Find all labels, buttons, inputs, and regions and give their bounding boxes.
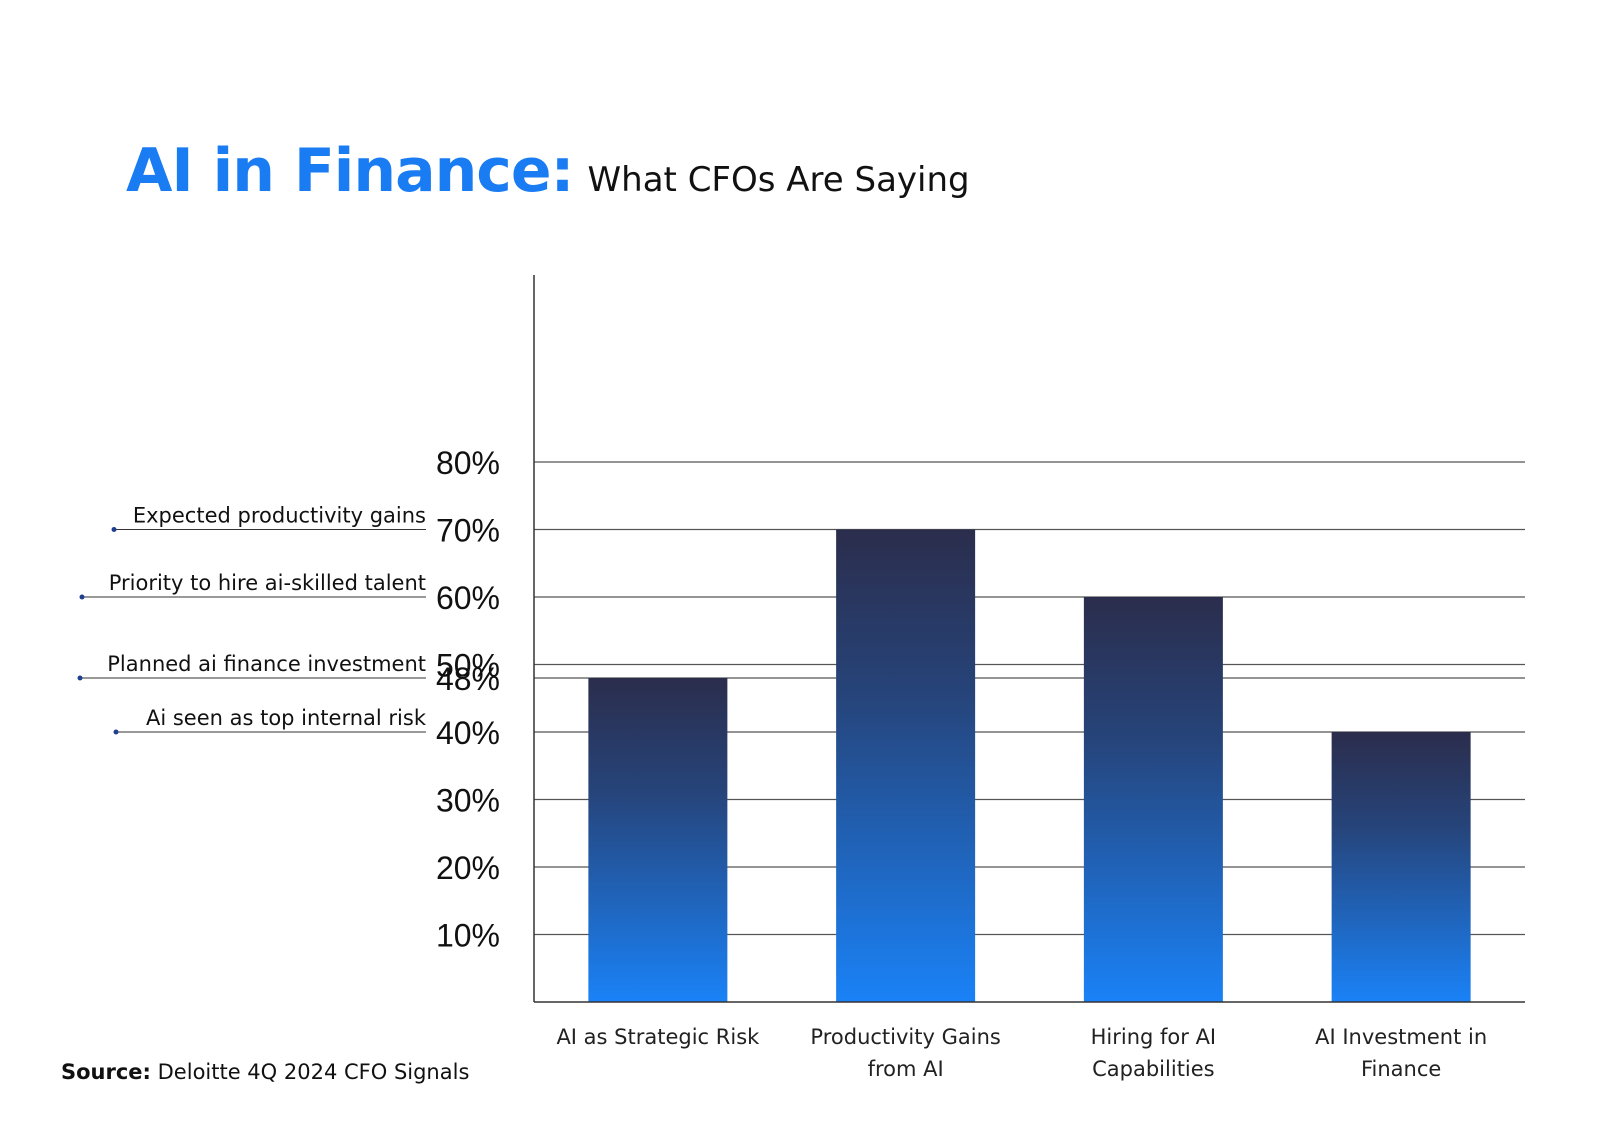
y-tick-label: 20% — [436, 850, 500, 886]
annotation-dot — [113, 729, 119, 735]
y-tick-label: 48% — [436, 661, 500, 697]
chart-title: AI in Finance: What CFOs Are Saying — [126, 136, 970, 206]
x-category-label: from AI — [868, 1057, 944, 1081]
annotation-label: Ai seen as top internal risk — [146, 706, 427, 730]
x-category-label: AI as Strategic Risk — [556, 1025, 760, 1049]
x-category-label: Capabilities — [1092, 1057, 1215, 1081]
x-category-label: Productivity Gains — [810, 1025, 1000, 1049]
y-tick-labels: 10% 20% 30% 40% 48%50% 60% 70% 80% — [436, 445, 500, 954]
y-tick-label: 70% — [436, 513, 500, 549]
x-category-label: Finance — [1361, 1057, 1441, 1081]
title-main: AI in Finance: — [126, 136, 575, 206]
y-tick-label: 50% — [436, 648, 500, 684]
bar — [836, 529, 976, 1002]
title-subtitle: What CFOs Are Saying — [587, 160, 970, 200]
source-text: Deloitte 4Q 2024 CFO Signals — [157, 1060, 470, 1084]
bar — [588, 678, 728, 1002]
y-tick-label: 60% — [436, 580, 500, 616]
annotation-dot — [79, 594, 85, 600]
y-tick-label: 10% — [436, 918, 500, 954]
x-category-label: AI Investment in — [1315, 1025, 1487, 1049]
annotation-label: Expected productivity gains — [133, 504, 426, 528]
annotations: Expected productivity gains Priority to h… — [77, 504, 427, 735]
annotation-label: Priority to hire ai-skilled talent — [109, 571, 426, 595]
axes — [533, 275, 1525, 1003]
y-tick-label: 30% — [436, 783, 500, 819]
source-label: Source: — [61, 1060, 151, 1084]
annotation-dot — [77, 675, 83, 681]
annotation-dot — [111, 527, 117, 532]
annotation-label: Planned ai finance investment — [107, 652, 426, 676]
y-tick-label: 40% — [436, 715, 500, 751]
bar — [1083, 597, 1223, 1002]
x-category-labels: AI as Strategic Risk Productivity Gains fr… — [556, 1025, 1487, 1081]
x-category-label: Hiring for AI — [1091, 1025, 1217, 1049]
bar — [1331, 732, 1471, 1002]
y-tick-label: 80% — [436, 445, 500, 481]
bars — [588, 529, 1471, 1002]
source-note: Source: Deloitte 4Q 2024 CFO Signals — [61, 1060, 469, 1084]
